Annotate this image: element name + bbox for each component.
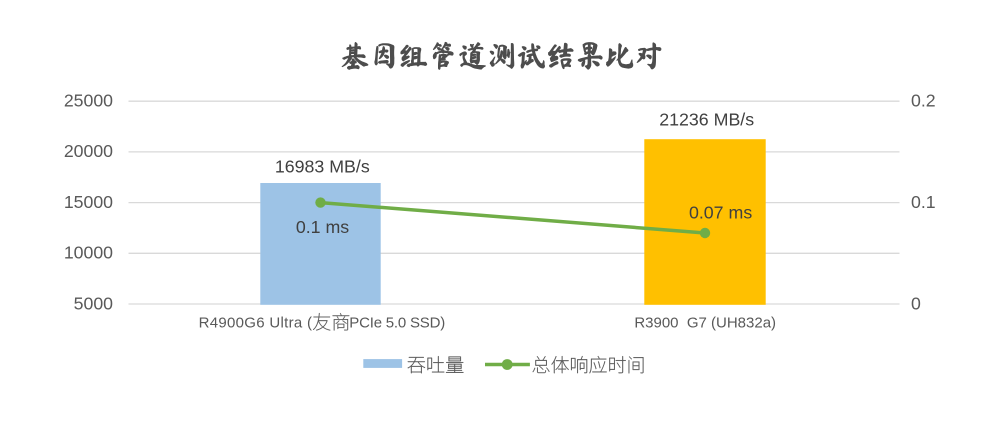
svg-text:0: 0 — [911, 293, 921, 313]
svg-text:10000: 10000 — [64, 243, 113, 263]
svg-text:PCIe 5.0 SSD): PCIe 5.0 SSD) — [349, 315, 445, 332]
svg-text:16983 MB/s: 16983 MB/s — [275, 156, 370, 176]
svg-text:5000: 5000 — [74, 293, 114, 313]
svg-text:R3900 G7 (UH832a): R3900 G7 (UH832a) — [634, 315, 776, 332]
svg-text:0.1: 0.1 — [911, 192, 936, 212]
svg-text:20000: 20000 — [64, 141, 113, 161]
svg-text:R4900G6 Ultra (: R4900G6 Ultra ( — [199, 315, 312, 332]
svg-text:0.1 ms: 0.1 ms — [296, 217, 349, 237]
svg-text:15000: 15000 — [64, 192, 113, 212]
svg-text:0.07 ms: 0.07 ms — [689, 202, 752, 222]
svg-text:21236 MB/s: 21236 MB/s — [659, 109, 754, 129]
svg-text:25000: 25000 — [64, 91, 113, 111]
svg-text:0.2: 0.2 — [911, 91, 936, 111]
